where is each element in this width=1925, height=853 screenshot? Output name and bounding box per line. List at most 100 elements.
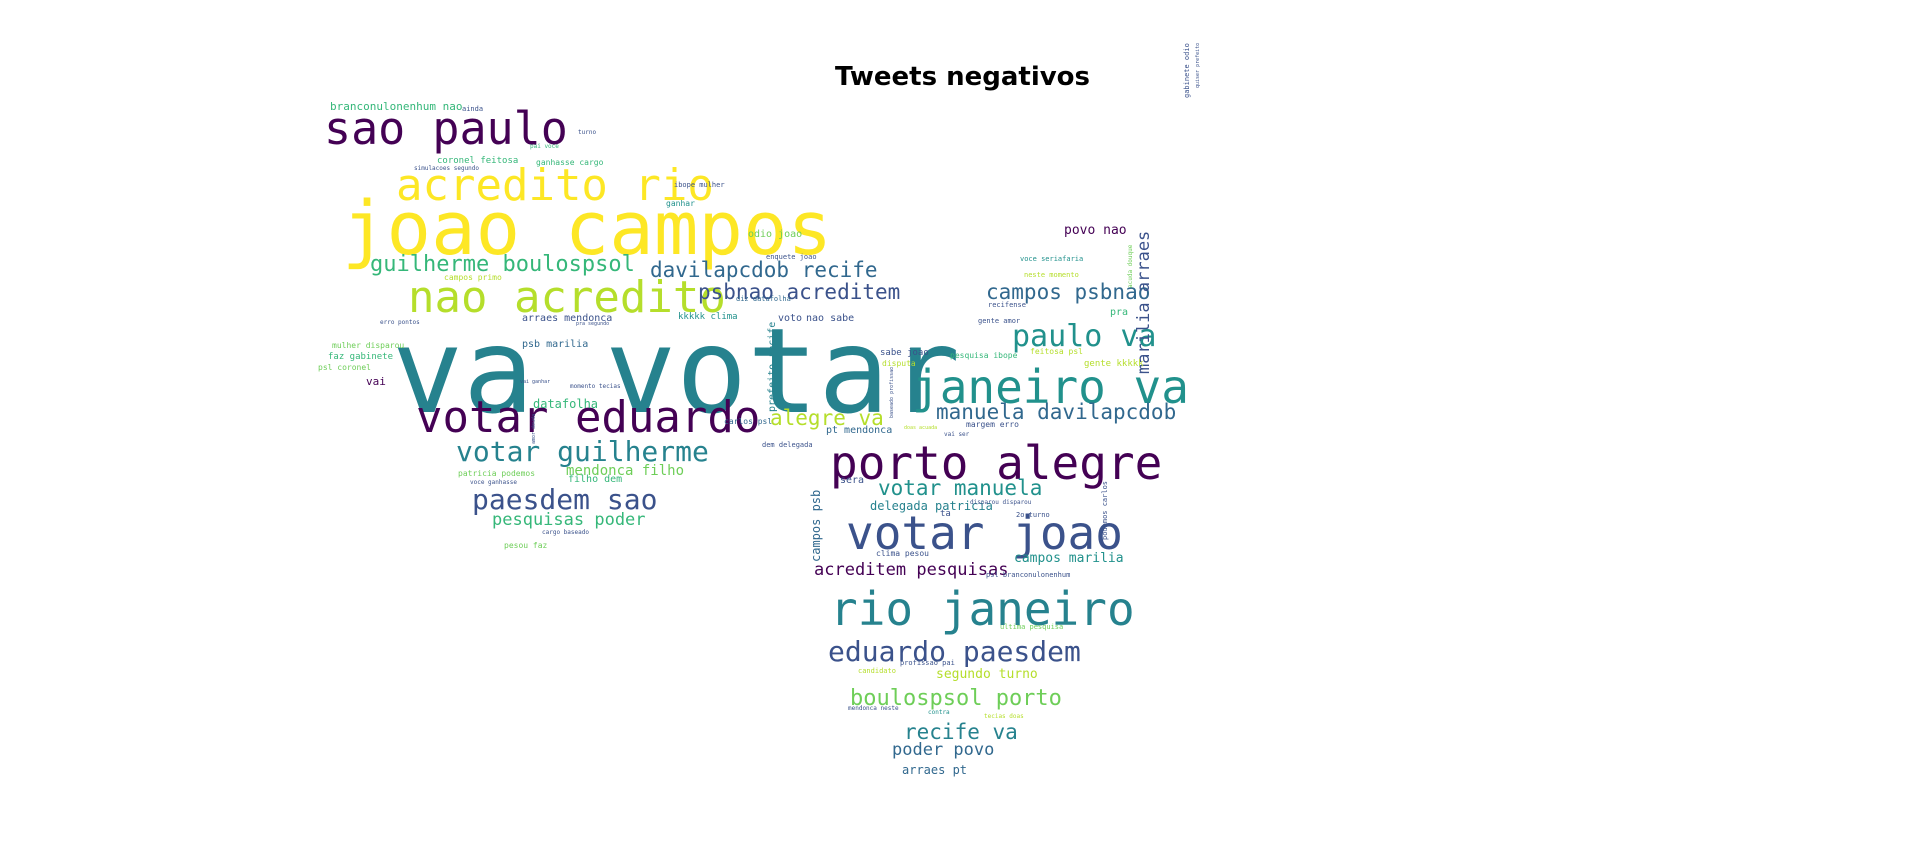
word: gente amor: [978, 317, 1021, 325]
word: psb marilia: [522, 339, 589, 350]
word: ganhasse cargo: [536, 158, 604, 167]
word: porto alegre: [830, 436, 1163, 490]
word: coronel feitosa: [437, 156, 519, 166]
word: paulo va: [1012, 319, 1157, 354]
word: quiser prefeito: [1195, 42, 1201, 88]
word: joao campos: [342, 186, 833, 272]
word: psl branconulonenhum: [986, 571, 1071, 579]
word: eduardo paesdem: [828, 635, 1081, 668]
word: votar manuela: [878, 476, 1043, 500]
word: gabinete odio: [1183, 43, 1191, 98]
word: pesquisa ibope: [950, 351, 1018, 360]
word: nao acredito: [408, 272, 726, 323]
word: campos psbnao: [986, 280, 1151, 304]
word: profissao pai: [900, 659, 955, 667]
word: pra segundo: [576, 321, 610, 327]
word: campos primo: [444, 273, 502, 282]
word: mendonca filho: [566, 463, 685, 479]
word: dem delegada: [762, 441, 813, 449]
word: doas acuada: [904, 425, 938, 431]
word: disputa: [882, 359, 916, 368]
word: paesdem sao: [472, 483, 658, 516]
word: pt mendonca: [826, 425, 893, 436]
word: margem erro: [966, 420, 1019, 429]
word: recife va: [904, 720, 1018, 744]
word: turno: [578, 129, 597, 136]
word: arraes mendonca: [522, 313, 613, 324]
word: disparou disparou: [970, 499, 1032, 506]
word: davilapcdob recife: [650, 258, 878, 282]
word: guilherme boulospsol: [370, 252, 635, 277]
word: ibope mulher: [674, 181, 725, 189]
word: alegre va: [770, 406, 884, 430]
word: feitosa psl: [1030, 347, 1083, 356]
word: acreditem pesquisas: [814, 560, 1009, 580]
word: delegada patricia: [870, 499, 993, 513]
word: candidato: [858, 667, 896, 675]
word: psbnao acreditem: [698, 280, 901, 304]
word: va votar: [392, 302, 961, 440]
word: tecias doas: [984, 713, 1024, 720]
word: votar joao: [846, 506, 1123, 560]
word: sera: [840, 475, 865, 486]
word: acredito rio: [396, 160, 714, 211]
word: branconulonenhum nao: [330, 100, 463, 113]
word: contra: [928, 709, 950, 716]
word: mulher disparou: [332, 341, 405, 350]
word: sabe joao: [880, 348, 929, 358]
word: pai voce: [530, 143, 559, 150]
word: 2o turno: [1016, 511, 1050, 519]
word: recifense: [988, 301, 1026, 309]
word: vai: [366, 375, 386, 388]
word: faz gabinete: [328, 352, 394, 362]
word: enquete joao: [766, 253, 817, 261]
word: filho dem: [568, 474, 623, 485]
word: pra: [1110, 307, 1129, 318]
word: voce ganhasse: [470, 479, 517, 486]
word: rio janeiro: [830, 582, 1135, 636]
word: nao sabe: [806, 313, 855, 324]
word: vai ser: [944, 431, 970, 438]
word: kkkkk clima: [678, 312, 738, 322]
word: ganhar: [666, 199, 695, 208]
word: gente kkkkk: [1084, 359, 1144, 369]
word: datafolha: [533, 397, 599, 411]
word: erro pontos: [380, 319, 420, 326]
word: marilia arraes: [1134, 230, 1154, 374]
word: neste momento: [1024, 271, 1079, 279]
word: carlos psl: [724, 417, 773, 426]
word: janeiro va: [912, 360, 1189, 414]
word: ultima pesquisa: [1000, 623, 1064, 631]
word: psl coronel: [318, 363, 371, 372]
word: momento tecias: [570, 383, 621, 390]
word: voce seriafaria: [1020, 255, 1084, 263]
word: odio joao: [748, 229, 803, 240]
word: clima pesou: [876, 549, 929, 558]
word: vai ganhar: [520, 379, 551, 385]
word: cargo baseado: [542, 529, 589, 536]
word: baseado profissao: [889, 366, 895, 418]
page-title: Tweets negativos: [834, 62, 1091, 92]
word: voto: [778, 313, 803, 324]
word: pesquisas poder: [492, 510, 646, 530]
word: votar eduardo: [416, 392, 761, 443]
word: mendonca neste: [848, 705, 899, 712]
word: simulacoes segundo: [414, 165, 480, 172]
word: diz datafolha: [736, 295, 791, 303]
word: campos marilia: [1014, 551, 1124, 566]
word: sao paulo: [324, 102, 568, 155]
word: segundo turno: [936, 667, 1038, 682]
word: campos psb: [809, 489, 823, 562]
word: manuela davilapcdob: [936, 400, 1177, 424]
word: podemos carlos: [1101, 480, 1109, 540]
word: boulospsol porto: [850, 686, 1062, 711]
word: ainda: [462, 105, 484, 113]
word: arraes pt: [902, 763, 968, 777]
word: patricia podemos: [458, 469, 536, 478]
word: acuda douque: [1127, 244, 1134, 288]
word: votar guilherme: [456, 435, 709, 468]
word: pesou faz: [504, 541, 548, 550]
word: ta: [940, 509, 951, 519]
word: povo nao: [1064, 223, 1127, 238]
